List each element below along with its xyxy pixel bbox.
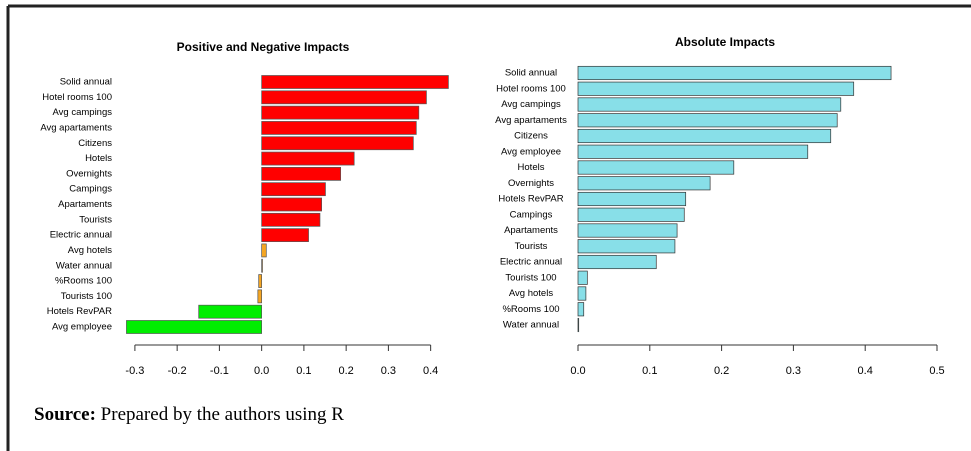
category-label: Tourists bbox=[79, 214, 112, 225]
bar bbox=[577, 317, 580, 333]
category-label: Solid annual bbox=[60, 77, 112, 88]
bar bbox=[577, 144, 809, 159]
chart-title: Absolute Impacts bbox=[675, 35, 775, 49]
bar bbox=[261, 90, 427, 105]
x-tick-label: -0.1 bbox=[210, 365, 229, 377]
source-label: Source: bbox=[34, 404, 96, 425]
bar bbox=[261, 182, 326, 197]
bar bbox=[577, 302, 585, 317]
bar bbox=[577, 97, 842, 112]
bar bbox=[577, 65, 892, 81]
bar bbox=[577, 239, 676, 254]
category-label: Tourists 100 bbox=[61, 291, 112, 302]
category-label: %Rooms 100 bbox=[502, 304, 559, 315]
bar bbox=[126, 320, 262, 334]
bar bbox=[577, 286, 587, 301]
category-label: Apartaments bbox=[504, 225, 558, 236]
x-tick-label: 0.1 bbox=[296, 365, 311, 377]
bar bbox=[577, 113, 838, 128]
bar bbox=[261, 228, 309, 242]
x-tick-label: 0.1 bbox=[642, 365, 657, 377]
bar bbox=[261, 75, 449, 89]
x-tick-label: 0.4 bbox=[423, 365, 438, 377]
category-label: Avg campings bbox=[53, 107, 113, 118]
x-tick-label: 0.3 bbox=[381, 365, 396, 377]
bar bbox=[261, 243, 267, 258]
category-label: Campings bbox=[69, 184, 112, 195]
bar bbox=[261, 105, 420, 120]
category-label: Tourists bbox=[515, 241, 548, 252]
bar bbox=[577, 176, 711, 191]
category-label: Electric annual bbox=[500, 257, 562, 268]
x-tick-label: 0.3 bbox=[786, 365, 801, 377]
category-label: Water annual bbox=[503, 320, 559, 331]
bar bbox=[577, 223, 678, 238]
bar bbox=[261, 136, 414, 151]
x-tick-label: 0.0 bbox=[570, 365, 585, 377]
category-label: Apartaments bbox=[58, 199, 112, 210]
bar bbox=[577, 254, 657, 270]
category-label: Avg employee bbox=[52, 322, 112, 333]
bar bbox=[261, 167, 342, 181]
category-label: Solid annual bbox=[505, 68, 557, 79]
category-label: Avg hotels bbox=[509, 288, 553, 299]
category-label: Hotels bbox=[518, 162, 545, 173]
category-label: Avg employee bbox=[501, 146, 561, 157]
x-tick-label: 0.2 bbox=[339, 365, 354, 377]
bar bbox=[577, 207, 685, 222]
category-label: Hotels bbox=[85, 153, 112, 164]
category-label: Hotel rooms 100 bbox=[496, 83, 566, 94]
category-label: Avg hotels bbox=[68, 245, 112, 256]
chart-title: Positive and Negative Impacts bbox=[177, 40, 350, 54]
x-tick-label: -0.3 bbox=[125, 365, 144, 377]
category-label: Tourists 100 bbox=[505, 272, 556, 283]
category-label: Overnights bbox=[66, 168, 112, 179]
category-label: Avg apartaments bbox=[495, 115, 567, 126]
category-label: Hotel rooms 100 bbox=[42, 92, 112, 103]
x-tick-label: 0.2 bbox=[714, 365, 729, 377]
bar bbox=[261, 151, 355, 166]
x-tick-label: 0.4 bbox=[858, 365, 873, 377]
category-label: Citizens bbox=[78, 138, 112, 149]
bar bbox=[577, 191, 687, 207]
category-label: Hotels RevPAR bbox=[498, 194, 563, 205]
x-tick-label: -0.2 bbox=[168, 365, 187, 377]
bar bbox=[577, 81, 855, 96]
bar bbox=[261, 121, 417, 135]
category-label: Electric annual bbox=[50, 230, 112, 241]
bar bbox=[261, 197, 322, 212]
bar bbox=[258, 274, 263, 288]
category-label: Avg apartaments bbox=[40, 122, 112, 133]
bar bbox=[261, 258, 263, 273]
category-label: Avg campings bbox=[501, 99, 561, 110]
bar bbox=[577, 160, 735, 175]
x-tick-label: 0.5 bbox=[929, 365, 944, 377]
category-label: Hotels RevPAR bbox=[47, 306, 112, 317]
source-text: Prepared by the authors using R bbox=[101, 404, 345, 425]
bar bbox=[198, 304, 262, 319]
category-label: Water annual bbox=[56, 260, 112, 271]
bar bbox=[577, 128, 832, 144]
category-label: Campings bbox=[510, 209, 553, 220]
category-label: Overnights bbox=[508, 178, 554, 189]
source: Source: Prepared by the authors using R bbox=[34, 404, 344, 425]
category-label: %Rooms 100 bbox=[55, 276, 112, 287]
category-label: Citizens bbox=[514, 131, 548, 142]
bar bbox=[577, 270, 588, 285]
bar bbox=[257, 289, 263, 304]
x-tick-label: 0.0 bbox=[254, 365, 269, 377]
bar bbox=[261, 212, 321, 227]
